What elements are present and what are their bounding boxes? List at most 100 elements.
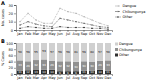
bar-segment xyxy=(89,71,95,74)
bar-segment xyxy=(49,70,55,74)
series-marker xyxy=(35,27,36,28)
data-label: 29 xyxy=(26,64,30,68)
x-tick: Oct xyxy=(89,30,96,36)
x-tick: May xyxy=(48,30,55,36)
series-marker xyxy=(59,26,60,27)
series-marker xyxy=(51,26,52,27)
x-tick: Jul xyxy=(65,74,70,80)
series-marker xyxy=(19,21,20,22)
series-marker xyxy=(83,27,84,28)
bar-segment xyxy=(41,59,47,69)
legend-item: Chikungunya xyxy=(115,10,145,14)
data-label: 56 xyxy=(106,50,110,54)
y-tick-label: 0 xyxy=(11,29,13,33)
x-tick: Mar xyxy=(33,74,40,80)
x-tick-label: Jan xyxy=(16,32,22,36)
legend-item: Other xyxy=(115,15,133,19)
x-tick-label: May xyxy=(48,76,55,80)
series-marker xyxy=(83,23,84,24)
y-tick-mark xyxy=(14,68,16,69)
data-label: 57 xyxy=(50,50,54,54)
x-tick: May xyxy=(48,74,55,80)
y-tick: 0 xyxy=(11,73,16,77)
series-line xyxy=(20,27,108,30)
series-marker xyxy=(19,24,20,25)
x-tick-label: Aug xyxy=(73,32,80,36)
x-tick: Aug xyxy=(73,74,80,80)
data-label: 11 xyxy=(106,70,110,74)
bar-segment xyxy=(33,43,39,60)
data-label: 33 xyxy=(42,63,46,67)
x-axis: JanFebMarAprMayJunJulAugSepOctNovDec xyxy=(16,74,112,80)
legend-marker xyxy=(117,11,118,12)
bar-segment xyxy=(89,43,95,62)
y-tick-label: 80 xyxy=(9,48,13,52)
x-tick: Apr xyxy=(41,74,48,80)
bar-segment xyxy=(81,61,87,70)
y-tick: 0 xyxy=(11,29,16,33)
x-tick-label: Dec xyxy=(105,76,112,80)
y-axis-title: No. cases xyxy=(1,9,5,26)
data-label: 30 xyxy=(82,64,86,68)
legend-label: Dengue xyxy=(119,42,133,46)
series-marker xyxy=(67,11,68,12)
legend-item: Chikungunya xyxy=(115,48,142,52)
y-axis: 020406080100 xyxy=(6,42,16,77)
bar-segment xyxy=(105,60,111,70)
series-marker xyxy=(35,24,36,25)
x-tick: Dec xyxy=(105,74,112,80)
y-tick-mark xyxy=(14,43,16,44)
data-label: 9 xyxy=(59,71,61,75)
legend: Dengue ChikungunyaOther xyxy=(115,4,145,19)
x-tick: Jan xyxy=(16,30,22,36)
legend-item: Dengue xyxy=(115,4,136,8)
x-tick: Apr xyxy=(41,30,48,36)
panel: 020406080100JanFebMarAprMayJunJulAugSepO… xyxy=(1,42,142,81)
panel: 0102030JanFebMarAprMayJunJulAugSepOctNov… xyxy=(1,4,145,37)
data-labels: 1112131414999111014113329323329323230303… xyxy=(18,49,110,74)
bar-segment xyxy=(81,71,87,74)
x-tick: Jan xyxy=(16,74,22,80)
y-tick-label: 60 xyxy=(9,54,13,58)
data-label: 14 xyxy=(42,70,46,74)
data-label: 14 xyxy=(50,70,54,74)
data-label: 12 xyxy=(26,70,30,74)
bar-segment xyxy=(41,70,47,74)
y-tick: 100 xyxy=(6,42,16,46)
series-marker xyxy=(67,27,68,28)
bar-segment xyxy=(41,43,47,59)
y-axis-title: % Cases xyxy=(1,51,5,66)
y-tick-mark xyxy=(14,74,16,75)
series-marker xyxy=(27,26,28,27)
axis-line xyxy=(14,6,17,31)
x-tick-label: Jan xyxy=(16,76,22,80)
x-tick: Jun xyxy=(56,74,62,80)
x-tick-label: Nov xyxy=(97,76,104,80)
bar-segment xyxy=(105,43,111,60)
data-label: 9 xyxy=(67,71,69,75)
legend-swatch xyxy=(115,11,121,12)
data-label: 32 xyxy=(58,64,62,68)
x-tick-label: Sep xyxy=(81,32,88,36)
bar-segment xyxy=(105,71,111,74)
bar-segment xyxy=(33,60,39,70)
data-label: 32 xyxy=(66,64,70,68)
series-marker xyxy=(107,27,108,28)
data-label: 11 xyxy=(82,70,86,74)
legend-swatch xyxy=(115,6,121,7)
x-tick-label: Jul xyxy=(65,76,70,80)
legend-label: Other xyxy=(123,15,133,19)
legend-label: Chikungunya xyxy=(119,48,142,52)
x-tick: Mar xyxy=(33,30,40,36)
x-tick: Jul xyxy=(65,30,70,36)
data-label: 53 xyxy=(42,49,46,53)
x-tick: Oct xyxy=(89,74,96,80)
plot-marks xyxy=(17,43,111,74)
series-marker xyxy=(75,13,76,14)
y-tick-label: 30 xyxy=(9,4,13,8)
bar-segment xyxy=(57,71,63,74)
series-marker xyxy=(91,28,92,29)
series-marker xyxy=(91,19,92,20)
x-tick: Dec xyxy=(105,30,112,36)
y-tick-label: 40 xyxy=(9,60,13,64)
